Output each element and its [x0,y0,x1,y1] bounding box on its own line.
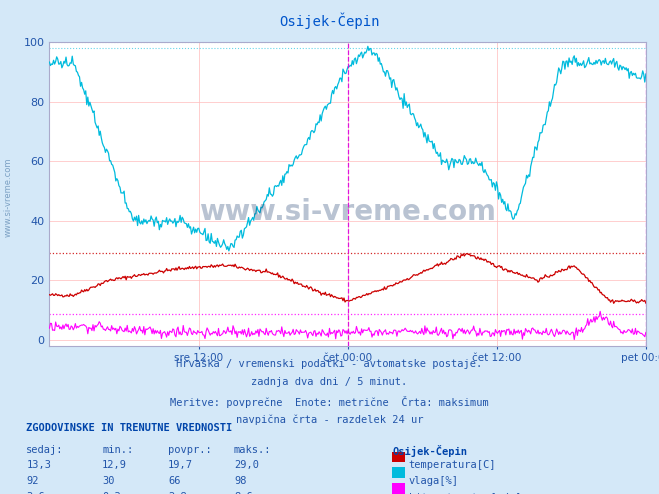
Text: povpr.:: povpr.: [168,445,212,454]
Text: 98: 98 [234,476,246,486]
Text: 66: 66 [168,476,181,486]
Text: 8,6: 8,6 [234,492,252,494]
Text: sedaj:: sedaj: [26,445,64,454]
Text: 3,6: 3,6 [26,492,45,494]
Text: Osijek-Čepin: Osijek-Čepin [279,12,380,29]
Text: www.si-vreme.com: www.si-vreme.com [3,158,13,237]
Text: navpična črta - razdelek 24 ur: navpična črta - razdelek 24 ur [236,414,423,425]
Text: temperatura[C]: temperatura[C] [409,460,496,470]
Text: Osijek-Čepin: Osijek-Čepin [392,445,467,456]
Text: Hrvaška / vremenski podatki - avtomatske postaje.: Hrvaška / vremenski podatki - avtomatske… [177,358,482,369]
Text: 2,8: 2,8 [168,492,186,494]
Text: hitrost vetra[m/s]: hitrost vetra[m/s] [409,492,521,494]
Text: Meritve: povprečne  Enote: metrične  Črta: maksimum: Meritve: povprečne Enote: metrične Črta:… [170,396,489,408]
Text: 19,7: 19,7 [168,460,193,470]
Text: 29,0: 29,0 [234,460,259,470]
Text: 0,3: 0,3 [102,492,121,494]
Text: 13,3: 13,3 [26,460,51,470]
Text: min.:: min.: [102,445,133,454]
Text: 30: 30 [102,476,115,486]
Text: vlaga[%]: vlaga[%] [409,476,459,486]
Text: zadnja dva dni / 5 minut.: zadnja dva dni / 5 minut. [251,377,408,387]
Text: 12,9: 12,9 [102,460,127,470]
Text: 92: 92 [26,476,39,486]
Text: www.si-vreme.com: www.si-vreme.com [199,198,496,226]
Text: maks.:: maks.: [234,445,272,454]
Text: ZGODOVINSKE IN TRENUTNE VREDNOSTI: ZGODOVINSKE IN TRENUTNE VREDNOSTI [26,423,233,433]
